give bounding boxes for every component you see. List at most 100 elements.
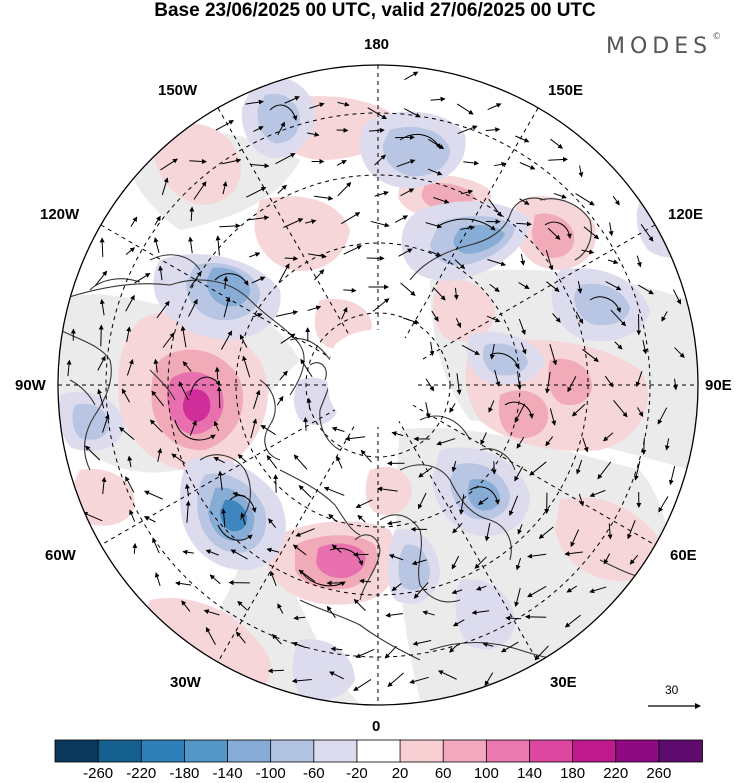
wind-arrow — [519, 198, 530, 205]
wind-arrow — [484, 672, 494, 687]
wind-arrow — [519, 162, 536, 170]
wind-arrow — [188, 298, 198, 317]
wind-arrow — [460, 225, 476, 231]
wind-arrow — [429, 341, 435, 357]
wind-arrow — [125, 294, 135, 312]
lon-label-60w: 60W — [45, 547, 76, 564]
wind-arrow — [674, 347, 685, 359]
colorbar-swatch — [227, 739, 272, 763]
wind-arrow — [387, 672, 404, 687]
colorbar-swatch — [615, 739, 660, 763]
wind-arrow — [672, 378, 678, 391]
wind-arrow — [149, 419, 163, 433]
wind-arrow — [589, 489, 606, 498]
wind-arrow — [252, 312, 263, 318]
wind-arrow — [370, 220, 390, 228]
wind-arrow — [391, 431, 404, 437]
wind-arrow — [203, 609, 220, 616]
wind-arrow — [326, 605, 336, 619]
polar-cap — [327, 329, 420, 427]
colorbar-swatch — [54, 739, 100, 763]
wind-arrow — [341, 306, 348, 320]
wind-arrow — [548, 156, 569, 162]
wind-arrow — [355, 648, 375, 658]
wind-arrow — [275, 310, 299, 317]
wind-arrow — [489, 284, 500, 292]
wind-arrow — [664, 438, 670, 451]
wind-arrow — [181, 600, 191, 612]
wind-arrow — [222, 181, 228, 195]
wind-arrow — [284, 96, 300, 104]
lon-label-30e: 30E — [550, 674, 577, 691]
wind-arrow — [156, 300, 170, 319]
wind-arrow — [546, 281, 560, 292]
wind-arrow — [461, 344, 480, 355]
lon-label-180: 180 — [364, 36, 390, 53]
wind-arrow — [575, 193, 595, 206]
wind-arrow — [501, 641, 519, 653]
wind-arrow — [343, 287, 357, 293]
colorbar-swatch — [572, 739, 617, 763]
wind-arrow — [66, 359, 72, 377]
wind-arrow — [431, 310, 439, 322]
wind-arrow — [658, 496, 669, 513]
wind-arrow — [404, 71, 419, 81]
wind-arrow — [427, 168, 443, 176]
wind-arrow — [518, 282, 530, 289]
brand-text: MODES — [606, 34, 713, 59]
wind-arrow — [188, 236, 194, 254]
wind-arrow — [398, 248, 413, 257]
lon-label-0: 0 — [372, 718, 381, 735]
wind-arrow — [549, 343, 558, 366]
negative-anomalies — [58, 76, 698, 700]
wind-arrow — [99, 237, 105, 257]
wind-arrow — [182, 361, 192, 372]
wind-arrow — [239, 334, 248, 348]
wind-arrow — [126, 358, 134, 376]
wind-arrow — [672, 289, 682, 305]
wind-arrow — [487, 103, 502, 111]
wind-arrow — [216, 386, 222, 409]
wind-arrow — [605, 281, 622, 291]
wind-arrow — [223, 296, 231, 318]
wind-arrow — [99, 298, 105, 316]
wind-arrow — [360, 449, 372, 463]
wind-arrow — [564, 614, 581, 628]
wind-arrow — [422, 610, 435, 616]
wind-arrow-field — [66, 71, 685, 692]
wind-arrow — [418, 467, 433, 478]
colorbar-label: 260 — [646, 765, 672, 782]
wind-arrow — [637, 407, 644, 417]
wind-arrow — [223, 276, 229, 289]
wind-arrow — [374, 190, 389, 197]
wind-arrow — [566, 585, 578, 593]
wind-arrow — [368, 127, 385, 133]
wind-arrow — [213, 456, 225, 464]
wind-arrow — [388, 554, 404, 561]
wind-arrow — [230, 549, 248, 560]
lon-label-90w: 90W — [15, 377, 46, 394]
map-disk — [58, 65, 698, 705]
wind-arrow — [552, 313, 561, 323]
colorbar-swatch — [399, 739, 445, 763]
wind-arrow — [457, 125, 478, 135]
wind-arrow — [482, 642, 494, 648]
wind-arrow — [433, 196, 450, 204]
wind-arrow — [98, 324, 104, 347]
wind-arrow — [293, 454, 308, 470]
wind-arrow — [456, 103, 474, 115]
wind-arrow — [607, 259, 619, 265]
colorbar-swatch — [658, 739, 703, 763]
wind-arrow — [404, 108, 421, 118]
wind-arrow — [245, 99, 264, 105]
wind-arrow — [636, 255, 642, 268]
wind-arrow — [520, 253, 526, 266]
wind-arrow — [567, 376, 577, 393]
wind-arrow — [101, 476, 107, 495]
wind-arrow — [642, 340, 648, 355]
wind-arrow — [323, 486, 345, 496]
colorbar-swatch — [183, 739, 229, 763]
colorbar-swatch — [442, 739, 488, 763]
wind-arrow — [394, 215, 409, 223]
wind-arrow — [126, 326, 132, 342]
